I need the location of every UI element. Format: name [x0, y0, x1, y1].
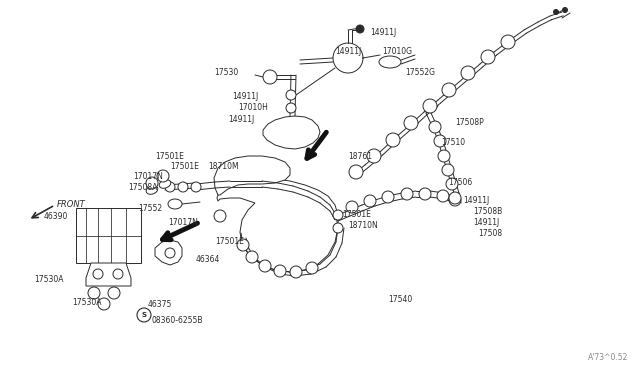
Circle shape [367, 149, 381, 163]
Circle shape [259, 260, 271, 272]
Polygon shape [214, 156, 290, 195]
Text: 17530A: 17530A [72, 298, 102, 307]
Text: 17552G: 17552G [405, 68, 435, 77]
Polygon shape [217, 179, 338, 272]
Text: 17508A: 17508A [128, 183, 157, 192]
Circle shape [419, 188, 431, 200]
Text: S: S [141, 312, 147, 318]
Text: 17510: 17510 [441, 138, 465, 147]
Circle shape [434, 135, 446, 147]
Text: 17530A: 17530A [34, 275, 63, 284]
Circle shape [349, 165, 363, 179]
Circle shape [246, 251, 258, 263]
Circle shape [306, 262, 318, 274]
Text: 14911J: 14911J [463, 196, 489, 205]
Circle shape [346, 201, 358, 213]
Circle shape [214, 210, 226, 222]
Ellipse shape [168, 199, 182, 209]
Text: 17540: 17540 [388, 295, 412, 304]
Circle shape [423, 99, 437, 113]
Circle shape [401, 188, 413, 200]
Circle shape [438, 150, 450, 162]
Text: 17501E: 17501E [215, 237, 244, 246]
Circle shape [333, 223, 343, 233]
Circle shape [113, 269, 123, 279]
Circle shape [88, 287, 100, 299]
Circle shape [404, 116, 418, 130]
Polygon shape [263, 116, 320, 149]
Polygon shape [86, 263, 131, 286]
Text: 17010G: 17010G [382, 47, 412, 56]
Text: 17508: 17508 [478, 229, 502, 238]
Text: 14911J: 14911J [228, 115, 254, 124]
Circle shape [137, 308, 151, 322]
Text: 17010H: 17010H [238, 103, 268, 112]
Circle shape [442, 83, 456, 97]
Text: 08360-6255B: 08360-6255B [152, 316, 204, 325]
Ellipse shape [146, 186, 158, 194]
Circle shape [356, 25, 364, 33]
Circle shape [286, 90, 296, 100]
Text: 17506: 17506 [448, 178, 472, 187]
Polygon shape [76, 208, 141, 263]
Circle shape [461, 66, 475, 80]
Polygon shape [155, 240, 182, 265]
Circle shape [146, 177, 158, 189]
Ellipse shape [159, 180, 171, 188]
Text: 14911J: 14911J [473, 218, 499, 227]
Circle shape [429, 121, 441, 133]
Text: 14911J: 14911J [335, 47, 361, 56]
Circle shape [290, 266, 302, 278]
Circle shape [333, 210, 343, 220]
Text: 46390: 46390 [44, 212, 68, 221]
Circle shape [263, 70, 277, 84]
Circle shape [442, 164, 454, 176]
Circle shape [93, 269, 103, 279]
Text: 18710N: 18710N [348, 221, 378, 230]
Text: 18761: 18761 [348, 152, 372, 161]
Circle shape [554, 10, 559, 15]
Circle shape [165, 248, 175, 258]
Circle shape [386, 133, 400, 147]
Text: 17552: 17552 [138, 204, 162, 213]
Circle shape [449, 192, 461, 204]
Circle shape [191, 182, 201, 192]
Circle shape [98, 298, 110, 310]
Circle shape [286, 103, 296, 113]
Circle shape [501, 35, 515, 49]
Circle shape [108, 287, 120, 299]
Text: 17508P: 17508P [455, 118, 484, 127]
Text: 17017N: 17017N [168, 218, 198, 227]
Circle shape [237, 239, 249, 251]
Circle shape [274, 265, 286, 277]
Circle shape [364, 195, 376, 207]
Text: A'73^0.52: A'73^0.52 [588, 353, 628, 362]
Circle shape [481, 50, 495, 64]
Circle shape [449, 194, 461, 206]
Text: 14911J: 14911J [370, 28, 396, 37]
Text: 17017N: 17017N [133, 172, 163, 181]
Circle shape [178, 182, 188, 192]
Circle shape [437, 190, 449, 202]
Text: FRONT: FRONT [57, 200, 86, 209]
Text: 17508B: 17508B [473, 207, 502, 216]
Text: 14911J: 14911J [232, 92, 259, 101]
Text: 46375: 46375 [148, 300, 172, 309]
Circle shape [446, 178, 458, 190]
Text: 17530: 17530 [214, 68, 238, 77]
Ellipse shape [379, 56, 401, 68]
Circle shape [157, 170, 169, 182]
Circle shape [165, 182, 175, 192]
Text: 17501E: 17501E [342, 210, 371, 219]
Text: 17501E: 17501E [170, 162, 199, 171]
Circle shape [382, 191, 394, 203]
Text: 18710M: 18710M [208, 162, 239, 171]
Text: 17501E: 17501E [155, 152, 184, 161]
Circle shape [563, 7, 568, 13]
Text: 46364: 46364 [196, 255, 220, 264]
